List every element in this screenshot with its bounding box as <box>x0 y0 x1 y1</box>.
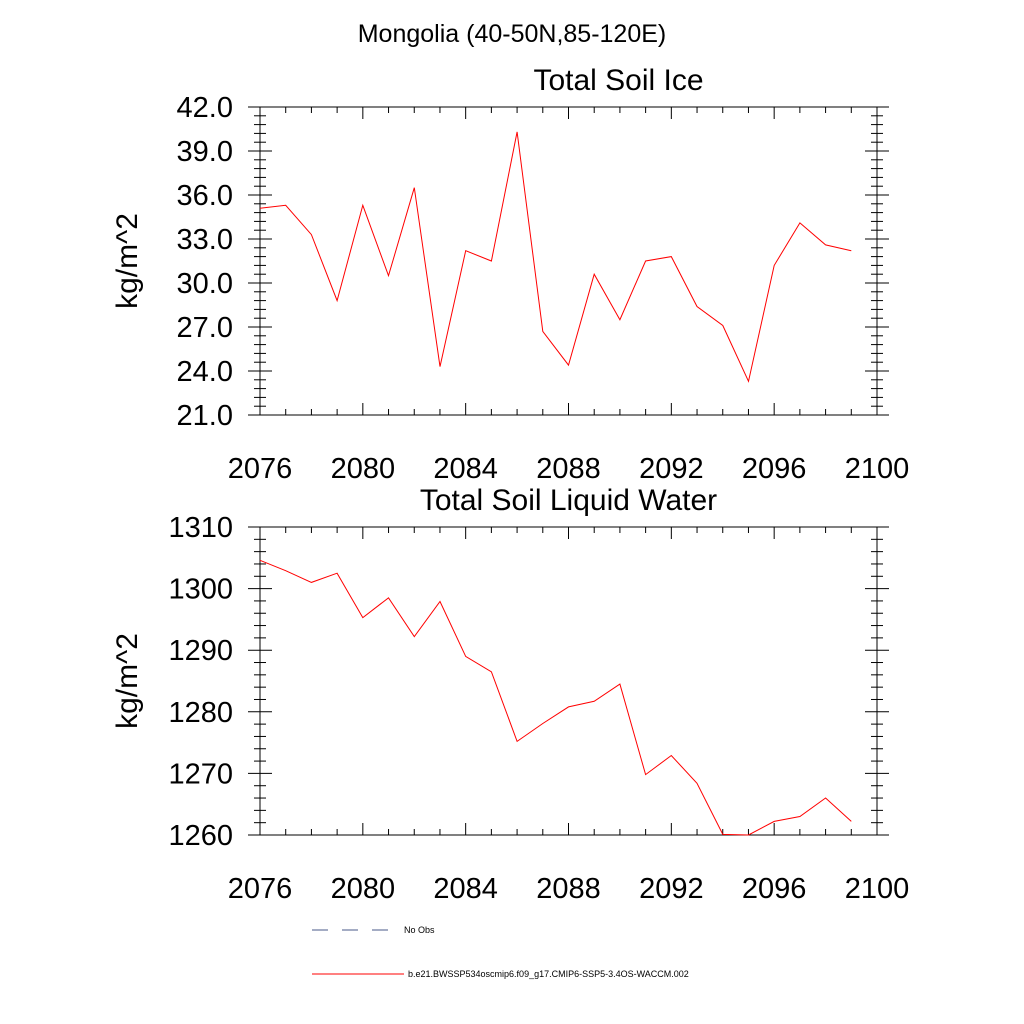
x-tick-label: 2088 <box>536 453 601 485</box>
x-tick-label: 2100 <box>845 453 910 485</box>
y-axis-label: kg/m^2 <box>111 213 144 309</box>
panels: 2076 2080 2084 2088 2092 2096 2100 21.0 24.0 27.0… <box>111 64 909 905</box>
plot-frame <box>259 526 878 836</box>
x-tick-label: 2080 <box>331 453 396 485</box>
panel-1: 2076 2080 2084 2088 2092 2096 2100 21.0 24.0 27.0… <box>111 64 909 485</box>
x-tick-label: 2080 <box>331 873 396 905</box>
legend-model-label: b.e21.BWSSP534oscmip6.f09_g17.CMIP6-SSP5… <box>408 969 689 979</box>
y-tick-label: 33.0 <box>177 224 233 256</box>
y-tick-label: 42.0 <box>177 92 233 124</box>
y-tick-label: 1280 <box>168 697 233 729</box>
x-tick-label: 2096 <box>742 873 807 905</box>
y-tick-label: 27.0 <box>177 312 233 344</box>
y-tick-label: 21.0 <box>177 400 233 432</box>
x-tick-label: 2084 <box>433 873 498 905</box>
y-tick-label: 1270 <box>168 758 233 790</box>
y-tick-label: 24.0 <box>177 356 233 388</box>
panel-title: Total Soil Liquid Water <box>420 484 717 517</box>
y-axis-label: kg/m^2 <box>111 633 144 729</box>
plot-frame <box>259 106 878 416</box>
y-tick-label: 39.0 <box>177 136 233 168</box>
y-tick-label: 36.0 <box>177 180 233 212</box>
y-tick-label: 1310 <box>168 512 233 544</box>
y-tick-label: 1290 <box>168 635 233 667</box>
legend-obs-label: No Obs <box>404 925 435 935</box>
x-tick-label: 2096 <box>742 453 807 485</box>
main-title: Mongolia (40-50N,85-120E) <box>358 20 667 48</box>
x-tick-label: 2092 <box>639 873 704 905</box>
legend: No Obs b.e21.BWSSP534oscmip6.f09_g17.CMI… <box>312 925 689 979</box>
y-tick-label: 30.0 <box>177 268 233 300</box>
series-line <box>259 131 852 383</box>
panel-2: 2076 2080 2084 2088 2092 2096 2100 1260 1270 1280… <box>111 484 909 905</box>
x-tick-label: 2076 <box>228 453 293 485</box>
x-tick-label: 2084 <box>433 453 498 485</box>
x-tick-label: 2088 <box>536 873 601 905</box>
x-tick-label: 2076 <box>228 873 293 905</box>
x-tick-label: 2092 <box>639 453 704 485</box>
x-tick-label: 2100 <box>845 873 910 905</box>
panel-title: Total Soil Ice <box>533 64 703 97</box>
y-tick-label: 1300 <box>168 574 233 606</box>
series-line <box>259 559 852 836</box>
y-tick-label: 1260 <box>168 820 233 852</box>
